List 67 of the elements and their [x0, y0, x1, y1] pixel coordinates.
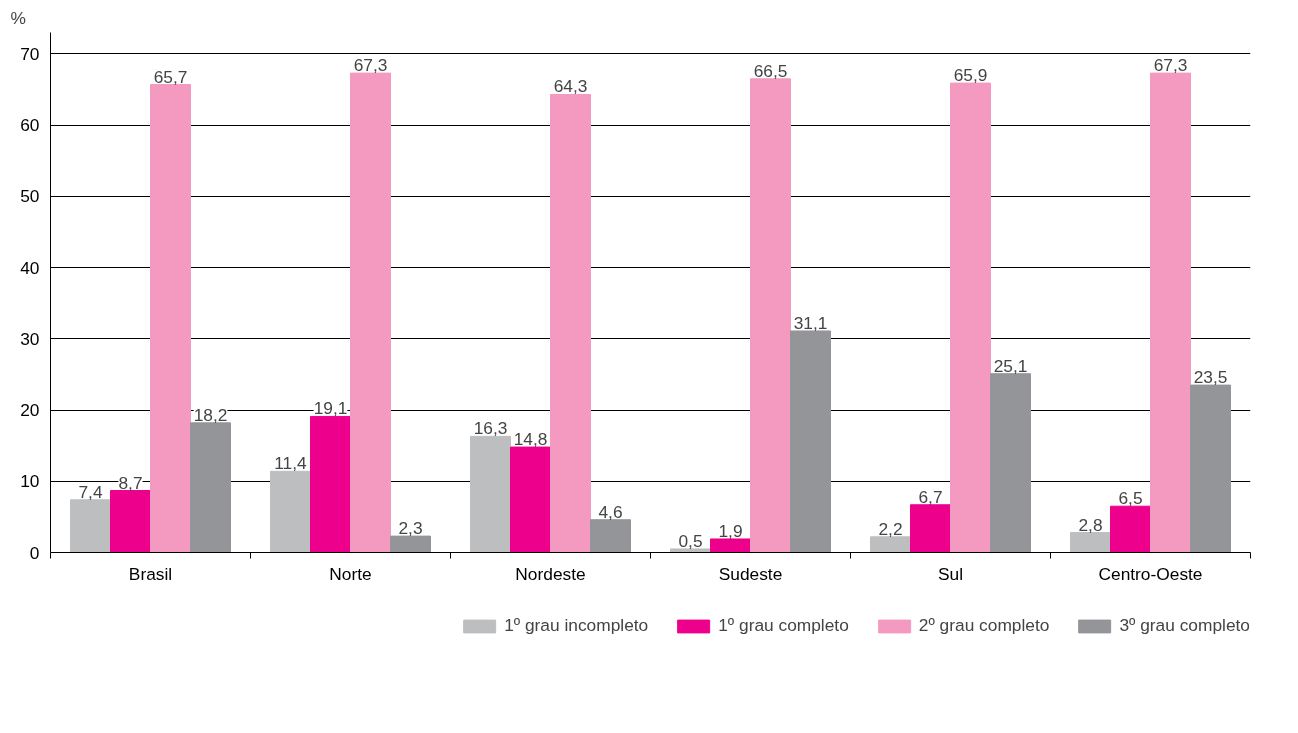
data-label: 25,1 — [993, 355, 1028, 376]
data-label: 64,3 — [553, 76, 588, 97]
bar — [590, 519, 631, 553]
bar — [750, 78, 791, 553]
y-axis-title: % — [10, 7, 26, 28]
data-label: 2,8 — [1078, 514, 1103, 535]
data-label: 65,9 — [953, 65, 988, 86]
bar — [190, 422, 231, 553]
bar — [70, 499, 111, 553]
bar — [110, 490, 151, 553]
bar — [510, 446, 551, 553]
bar — [1110, 505, 1151, 553]
y-tick-label: 60 — [20, 115, 40, 136]
data-label: 65,7 — [153, 66, 188, 87]
bar — [990, 373, 1031, 553]
bar — [390, 535, 431, 553]
data-label: 31,1 — [793, 312, 828, 333]
data-label: 66,5 — [753, 60, 788, 81]
bar — [270, 470, 311, 553]
data-label: 6,5 — [1118, 488, 1143, 509]
bar — [470, 435, 511, 553]
legend-label: 3º grau completo — [1119, 615, 1250, 636]
legend-label: 1º grau incompleto — [504, 615, 649, 636]
legend-label: 2º grau completo — [918, 615, 1050, 636]
x-tick-label: Sudeste — [718, 563, 783, 584]
bar — [870, 536, 911, 553]
data-label: 19,1 — [313, 398, 348, 419]
bar — [1070, 532, 1111, 553]
bar — [1190, 384, 1231, 553]
data-label: 18,2 — [193, 404, 228, 425]
x-tick-label: Brasil — [128, 563, 173, 584]
data-label: 23,5 — [1193, 367, 1228, 388]
x-tick-label: Norte — [329, 563, 372, 584]
x-tick-label: Centro-Oeste — [1098, 563, 1203, 584]
data-label: 4,6 — [598, 501, 623, 522]
bar — [670, 548, 711, 553]
y-tick-label: 0 — [29, 542, 40, 563]
bar — [790, 330, 831, 553]
x-tick-label: Nordeste — [515, 563, 586, 584]
data-label: 6,7 — [918, 486, 943, 507]
data-label: 16,3 — [473, 418, 508, 439]
y-tick-label: 50 — [20, 186, 40, 207]
bar — [550, 93, 591, 553]
data-label: 8,7 — [118, 472, 143, 493]
y-tick-label: 70 — [20, 43, 40, 64]
bar — [1150, 72, 1191, 553]
data-label: 67,3 — [1153, 55, 1188, 76]
bar — [950, 82, 991, 553]
y-tick-label: 10 — [20, 471, 40, 492]
bar — [710, 538, 751, 553]
y-tick-label: 40 — [20, 257, 40, 278]
data-label: 1,9 — [718, 520, 743, 541]
y-tick-label: 30 — [20, 328, 40, 349]
data-label: 67,3 — [353, 55, 388, 76]
legend-label: 1º grau completo — [718, 615, 849, 636]
data-label: 2,2 — [878, 518, 903, 539]
data-label: 2,3 — [398, 518, 423, 539]
bar — [150, 84, 191, 553]
bar — [310, 415, 351, 553]
data-label: 0,5 — [678, 530, 703, 551]
data-label: 11,4 — [274, 453, 308, 474]
data-label: 14,8 — [513, 429, 548, 450]
x-tick-label: Sul — [937, 563, 964, 584]
data-label: 7,4 — [78, 481, 103, 502]
y-tick-label: 20 — [20, 400, 40, 421]
bar — [350, 72, 391, 553]
bar — [910, 504, 951, 553]
